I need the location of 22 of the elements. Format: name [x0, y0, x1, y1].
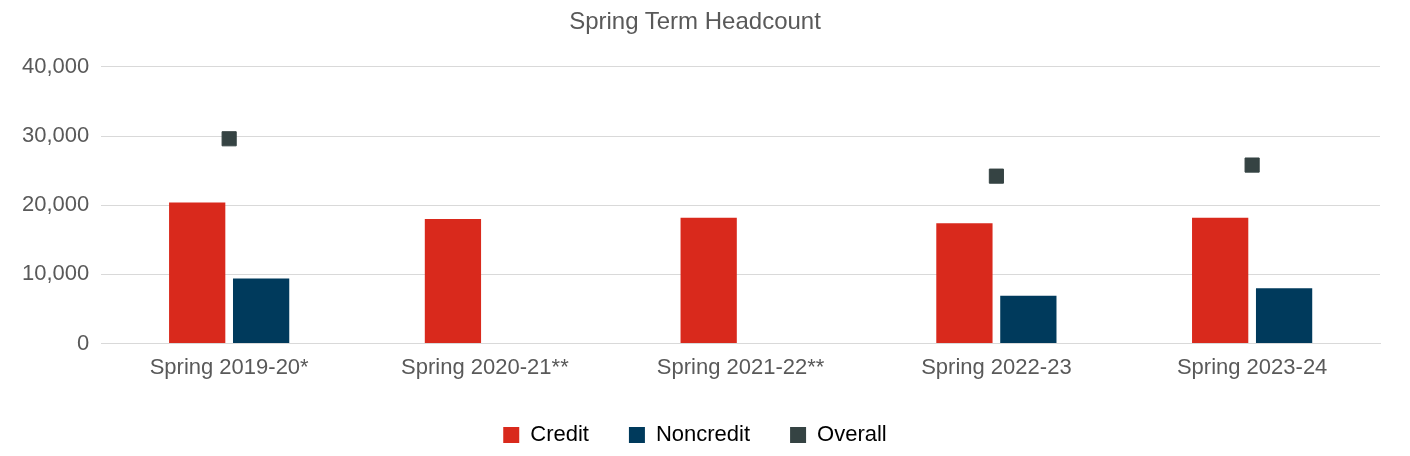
- bar: [1255, 288, 1313, 344]
- y-tick-label: 0: [77, 329, 90, 355]
- legend-label: Noncredit: [655, 421, 751, 447]
- x-tick-label: Spring 2021-22**: [656, 353, 825, 379]
- y-tick-label: 30,000: [21, 122, 90, 148]
- legend-label: Overall: [817, 421, 887, 447]
- bar: [169, 202, 226, 344]
- bar: [936, 223, 993, 344]
- y-tick-label: 10,000: [21, 260, 90, 286]
- x-tick-label: Spring 2023-24: [1176, 353, 1328, 379]
- x-tick-label: Spring 2022-23: [921, 353, 1072, 379]
- chart-title: Spring Term Headcount: [569, 7, 822, 35]
- bar: [1000, 295, 1057, 344]
- y-tick-label: 40,000: [21, 52, 90, 78]
- bar: [1192, 217, 1249, 344]
- x-tick-label: Spring 2019-20*: [149, 353, 310, 379]
- x-tick-label: Spring 2020-21**: [401, 353, 570, 379]
- bar: [424, 219, 482, 344]
- y-tick-label: 20,000: [21, 191, 90, 217]
- bar: [680, 217, 737, 344]
- bar: [233, 278, 290, 344]
- legend-label: Credit: [530, 421, 589, 447]
